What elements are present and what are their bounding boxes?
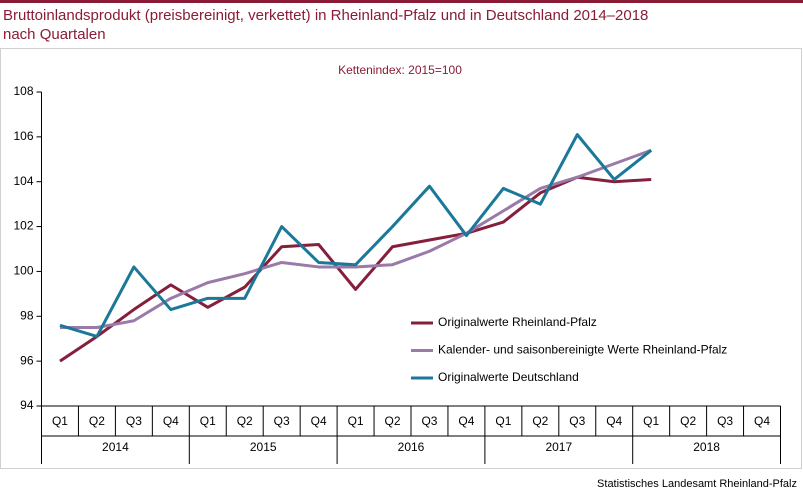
x-tick-label: Q3: [421, 414, 437, 428]
x-tick-label: Q3: [126, 414, 142, 428]
legend-label: Originalwerte Deutschland: [438, 370, 579, 384]
year-label: 2017: [545, 440, 572, 454]
x-tick-label: Q1: [348, 414, 364, 428]
year-label: 2015: [250, 440, 277, 454]
x-tick-label: Q2: [237, 414, 253, 428]
x-tick-label: Q4: [458, 414, 474, 428]
x-tick-label: Q1: [200, 414, 216, 428]
legend-label: Kalender- und saisonbereinigte Werte Rhe…: [438, 343, 727, 357]
series-line: [59, 148, 652, 329]
panel: [0, 48, 802, 469]
chart-title: Bruttoinlandsprodukt (preisbereinigt, ve…: [3, 7, 648, 24]
y-tick-label: 96: [20, 353, 34, 367]
x-tick-label: Q4: [606, 414, 622, 428]
series-line: [59, 175, 652, 363]
y-tick-label: 100: [13, 264, 33, 278]
x-tick-label: Q1: [643, 414, 659, 428]
y-tick-label: 104: [13, 174, 33, 188]
year-label: 2014: [102, 440, 129, 454]
x-tick-label: Q2: [680, 414, 696, 428]
y-tick-label: 108: [13, 84, 33, 98]
x-tick-label: Q4: [754, 414, 770, 428]
x-tick-label: Q3: [569, 414, 585, 428]
legend-label: Originalwerte Rheinland-Pfalz: [438, 315, 597, 329]
year-label: 2016: [398, 440, 425, 454]
x-tick-label: Q2: [89, 414, 105, 428]
subtitle: Kettenindex: 2015=100: [338, 63, 462, 77]
y-tick-label: 94: [20, 398, 34, 412]
x-tick-label: Q4: [311, 414, 327, 428]
x-tick-label: Q3: [717, 414, 733, 428]
year-label: 2018: [693, 440, 720, 454]
x-tick-label: Q4: [163, 414, 179, 428]
y-tick-label: 106: [13, 129, 33, 143]
x-tick-label: Q1: [52, 414, 68, 428]
x-tick-label: Q1: [495, 414, 511, 428]
y-tick-label: 98: [20, 308, 34, 322]
source: Statistisches Landesamt Rheinland-Pfalz: [597, 478, 797, 490]
x-tick-label: Q3: [274, 414, 290, 428]
series-line: [59, 133, 653, 338]
x-tick-label: Q2: [385, 414, 401, 428]
y-tick-label: 102: [13, 219, 33, 233]
chart-title-line2: nach Quartalen: [3, 26, 106, 43]
x-tick-label: Q2: [532, 414, 548, 428]
